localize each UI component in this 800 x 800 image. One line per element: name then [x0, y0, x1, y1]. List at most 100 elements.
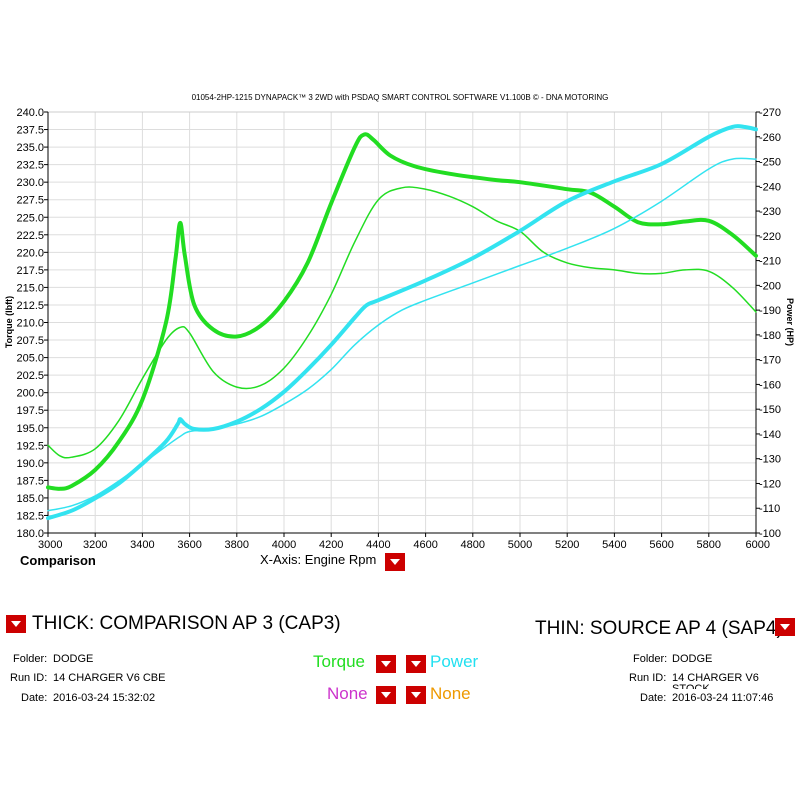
y-tick-label: 225.0 — [16, 212, 44, 224]
x-axis-label: X-Axis: Engine Rpm — [260, 552, 377, 567]
y-tick-label: 195.0 — [16, 423, 44, 435]
left-axis-ticks: 180.0 182.5 185.0 187.5 190.0 192.5 195.0 197.5… — [16, 107, 48, 540]
y-tick-label: 182.5 — [16, 510, 44, 522]
series-line-power-thin — [47, 157, 757, 512]
y-tick-label: 185.0 — [16, 493, 44, 505]
comparison-label: Comparison — [20, 553, 96, 568]
thick-run-heading: THICK: COMPARISON AP 3 (CAP3) — [32, 613, 341, 634]
y-tick-label: 237.5 — [16, 125, 44, 137]
none-1-dropdown-button[interactable] — [376, 686, 396, 704]
x-axis-ticks: 3000 3200 3400 3600 3800 4000 4200 4400 4600 4800… — [38, 533, 770, 551]
y2-tick-label: -180 — [759, 330, 781, 342]
y2-tick-label: -170 — [759, 355, 781, 367]
y-tick-label: 210.0 — [16, 318, 44, 330]
x-tick-label: 5600 — [649, 539, 673, 551]
x-tick-label: 5800 — [697, 539, 721, 551]
torque-selector-label: Torque — [313, 652, 365, 671]
x-tick-label: 6000 — [746, 539, 770, 551]
left-run-value: 14 CHARGER V6 CBE — [53, 672, 166, 684]
right-folder-value: DODGE — [672, 653, 713, 665]
y-tick-label: 227.5 — [16, 195, 44, 207]
y-tick-label: 192.5 — [16, 440, 44, 452]
x-tick-label: 3400 — [130, 539, 154, 551]
x-tick-label: 3600 — [177, 539, 201, 551]
y2-tick-label: -230 — [759, 206, 781, 218]
y2-tick-label: -160 — [759, 379, 781, 391]
chart-grid — [47, 111, 757, 534]
left-axis-title: Torque (lbft) — [4, 296, 14, 348]
y-tick-label: 230.0 — [16, 177, 44, 189]
x-tick-label: 4200 — [319, 539, 343, 551]
none-selector-1-label: None — [327, 684, 368, 703]
y-tick-label: 217.5 — [16, 265, 44, 277]
series-line-torque-thick — [46, 132, 758, 491]
y-tick-label: 232.5 — [16, 160, 44, 172]
y-tick-label: 190.0 — [16, 458, 44, 470]
x-tick-label: 3800 — [225, 539, 249, 551]
y2-tick-label: -100 — [759, 528, 781, 540]
power-dropdown-button[interactable] — [406, 655, 426, 673]
x-tick-label: 4600 — [413, 539, 437, 551]
none-2-dropdown-button[interactable] — [406, 686, 426, 704]
y-tick-label: 197.5 — [16, 405, 44, 417]
y-tick-label: 235.0 — [16, 142, 44, 154]
y2-tick-label: -260 — [759, 132, 781, 144]
right-run-value-overflow: STOCK — [672, 684, 710, 689]
torque-dropdown-button[interactable] — [376, 655, 396, 673]
x-tick-label: 5200 — [555, 539, 579, 551]
series-line-power-thick — [46, 124, 758, 521]
right-axis-title: Power (HP) — [785, 298, 795, 346]
y2-tick-label: -270 — [759, 107, 781, 119]
x-tick-label: 4000 — [272, 539, 296, 551]
y2-tick-label: -210 — [759, 256, 781, 268]
right-date-label: Date: — [640, 692, 667, 704]
x-tick-label: 4400 — [366, 539, 390, 551]
right-run-value: 14 CHARGER V6 — [672, 672, 759, 684]
right-axis-ticks: -100 -110 -120 -130 -140 -150 -160 -170 -180 -190… — [756, 107, 781, 540]
y-tick-label: 200.0 — [16, 388, 44, 400]
left-folder-label: Folder: — [13, 653, 48, 665]
y2-tick-label: -190 — [759, 305, 781, 317]
left-date-label: Date: — [21, 692, 48, 704]
y-tick-label: 180.0 — [16, 528, 44, 540]
right-folder-label: Folder: — [633, 653, 668, 665]
x-tick-label: 5000 — [508, 539, 532, 551]
y2-tick-label: -240 — [759, 181, 781, 193]
y-tick-label: 205.0 — [16, 353, 44, 365]
y-tick-label: 202.5 — [16, 370, 44, 382]
left-date-value: 2016-03-24 15:32:02 — [53, 692, 156, 704]
y-tick-label: 207.5 — [16, 335, 44, 347]
y2-tick-label: -130 — [759, 454, 781, 466]
x-tick-label: 4800 — [461, 539, 485, 551]
y-tick-label: 215.0 — [16, 282, 44, 294]
y-tick-label: 212.5 — [16, 300, 44, 312]
none-selector-2-label: None — [430, 684, 471, 703]
power-selector-label: Power — [430, 652, 479, 671]
x-tick-label: 3000 — [38, 539, 62, 551]
y2-tick-label: -250 — [759, 157, 781, 169]
thin-run-dropdown-button[interactable] — [775, 618, 795, 636]
y2-tick-label: -200 — [759, 280, 781, 292]
y2-tick-label: -140 — [759, 429, 781, 441]
y2-tick-label: -110 — [759, 503, 780, 515]
thick-run-dropdown-button[interactable] — [6, 615, 26, 633]
series-line-torque-thin — [47, 186, 757, 459]
chart-title: 01054-2HP-1215 DYNAPACK™ 3 2WD with PSDA… — [192, 93, 609, 102]
y-tick-label: 220.0 — [16, 247, 44, 259]
right-date-value: 2016-03-24 11:07:46 — [672, 692, 774, 704]
chart-series — [46, 124, 758, 521]
y2-tick-label: -220 — [759, 231, 781, 243]
dyno-chart: 01054-2HP-1215 DYNAPACK™ 3 2WD with PSDA… — [4, 93, 795, 551]
y2-tick-label: -120 — [759, 478, 781, 490]
left-folder-value: DODGE — [53, 653, 94, 665]
right-run-label: Run ID: — [629, 672, 667, 684]
y-tick-label: 240.0 — [16, 107, 44, 119]
thin-run-heading: THIN: SOURCE AP 4 (SAP4) — [535, 618, 783, 639]
xaxis-dropdown-button[interactable] — [385, 553, 405, 571]
x-tick-label: 3200 — [83, 539, 107, 551]
y-tick-label: 222.5 — [16, 230, 44, 242]
y-tick-label: 187.5 — [16, 475, 44, 487]
y2-tick-label: -150 — [759, 404, 781, 416]
x-tick-label: 5400 — [602, 539, 626, 551]
left-run-label: Run ID: — [10, 672, 48, 684]
